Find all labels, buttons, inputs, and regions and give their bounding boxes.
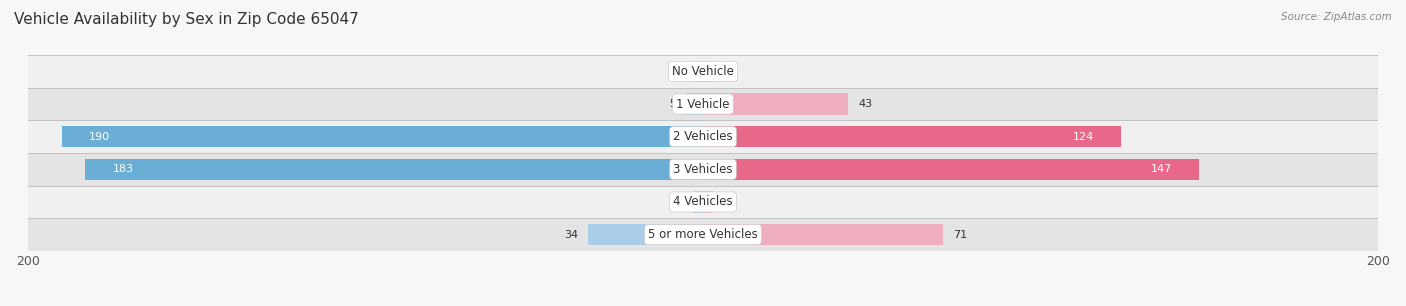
Bar: [703, 126, 1122, 147]
Bar: [28, 88, 1378, 120]
Bar: [703, 61, 713, 82]
Text: 0: 0: [676, 197, 683, 207]
Text: 1 Vehicle: 1 Vehicle: [676, 98, 730, 110]
Text: 190: 190: [89, 132, 110, 142]
Bar: [703, 191, 713, 213]
Text: 2 Vehicles: 2 Vehicles: [673, 130, 733, 143]
Bar: [28, 55, 1378, 88]
Text: 4 Vehicles: 4 Vehicles: [673, 196, 733, 208]
Bar: [686, 93, 703, 115]
Text: 43: 43: [858, 99, 872, 109]
Bar: [28, 153, 1378, 186]
Text: 0: 0: [676, 66, 683, 76]
Text: 183: 183: [112, 164, 134, 174]
Text: 0: 0: [723, 66, 730, 76]
Bar: [28, 218, 1378, 251]
Text: Source: ZipAtlas.com: Source: ZipAtlas.com: [1281, 12, 1392, 22]
Bar: [62, 126, 703, 147]
Bar: [693, 191, 703, 213]
Text: 5: 5: [669, 99, 676, 109]
Bar: [703, 93, 848, 115]
Text: 3 Vehicles: 3 Vehicles: [673, 163, 733, 176]
Bar: [28, 120, 1378, 153]
Text: 71: 71: [953, 230, 967, 240]
Bar: [86, 159, 703, 180]
Bar: [703, 224, 942, 245]
Text: 34: 34: [564, 230, 578, 240]
Bar: [588, 224, 703, 245]
Text: 0: 0: [723, 197, 730, 207]
Bar: [28, 186, 1378, 218]
Text: 124: 124: [1073, 132, 1094, 142]
Text: 147: 147: [1150, 164, 1173, 174]
Text: Vehicle Availability by Sex in Zip Code 65047: Vehicle Availability by Sex in Zip Code …: [14, 12, 359, 27]
Bar: [703, 159, 1199, 180]
Bar: [693, 61, 703, 82]
Text: 5 or more Vehicles: 5 or more Vehicles: [648, 228, 758, 241]
Text: No Vehicle: No Vehicle: [672, 65, 734, 78]
